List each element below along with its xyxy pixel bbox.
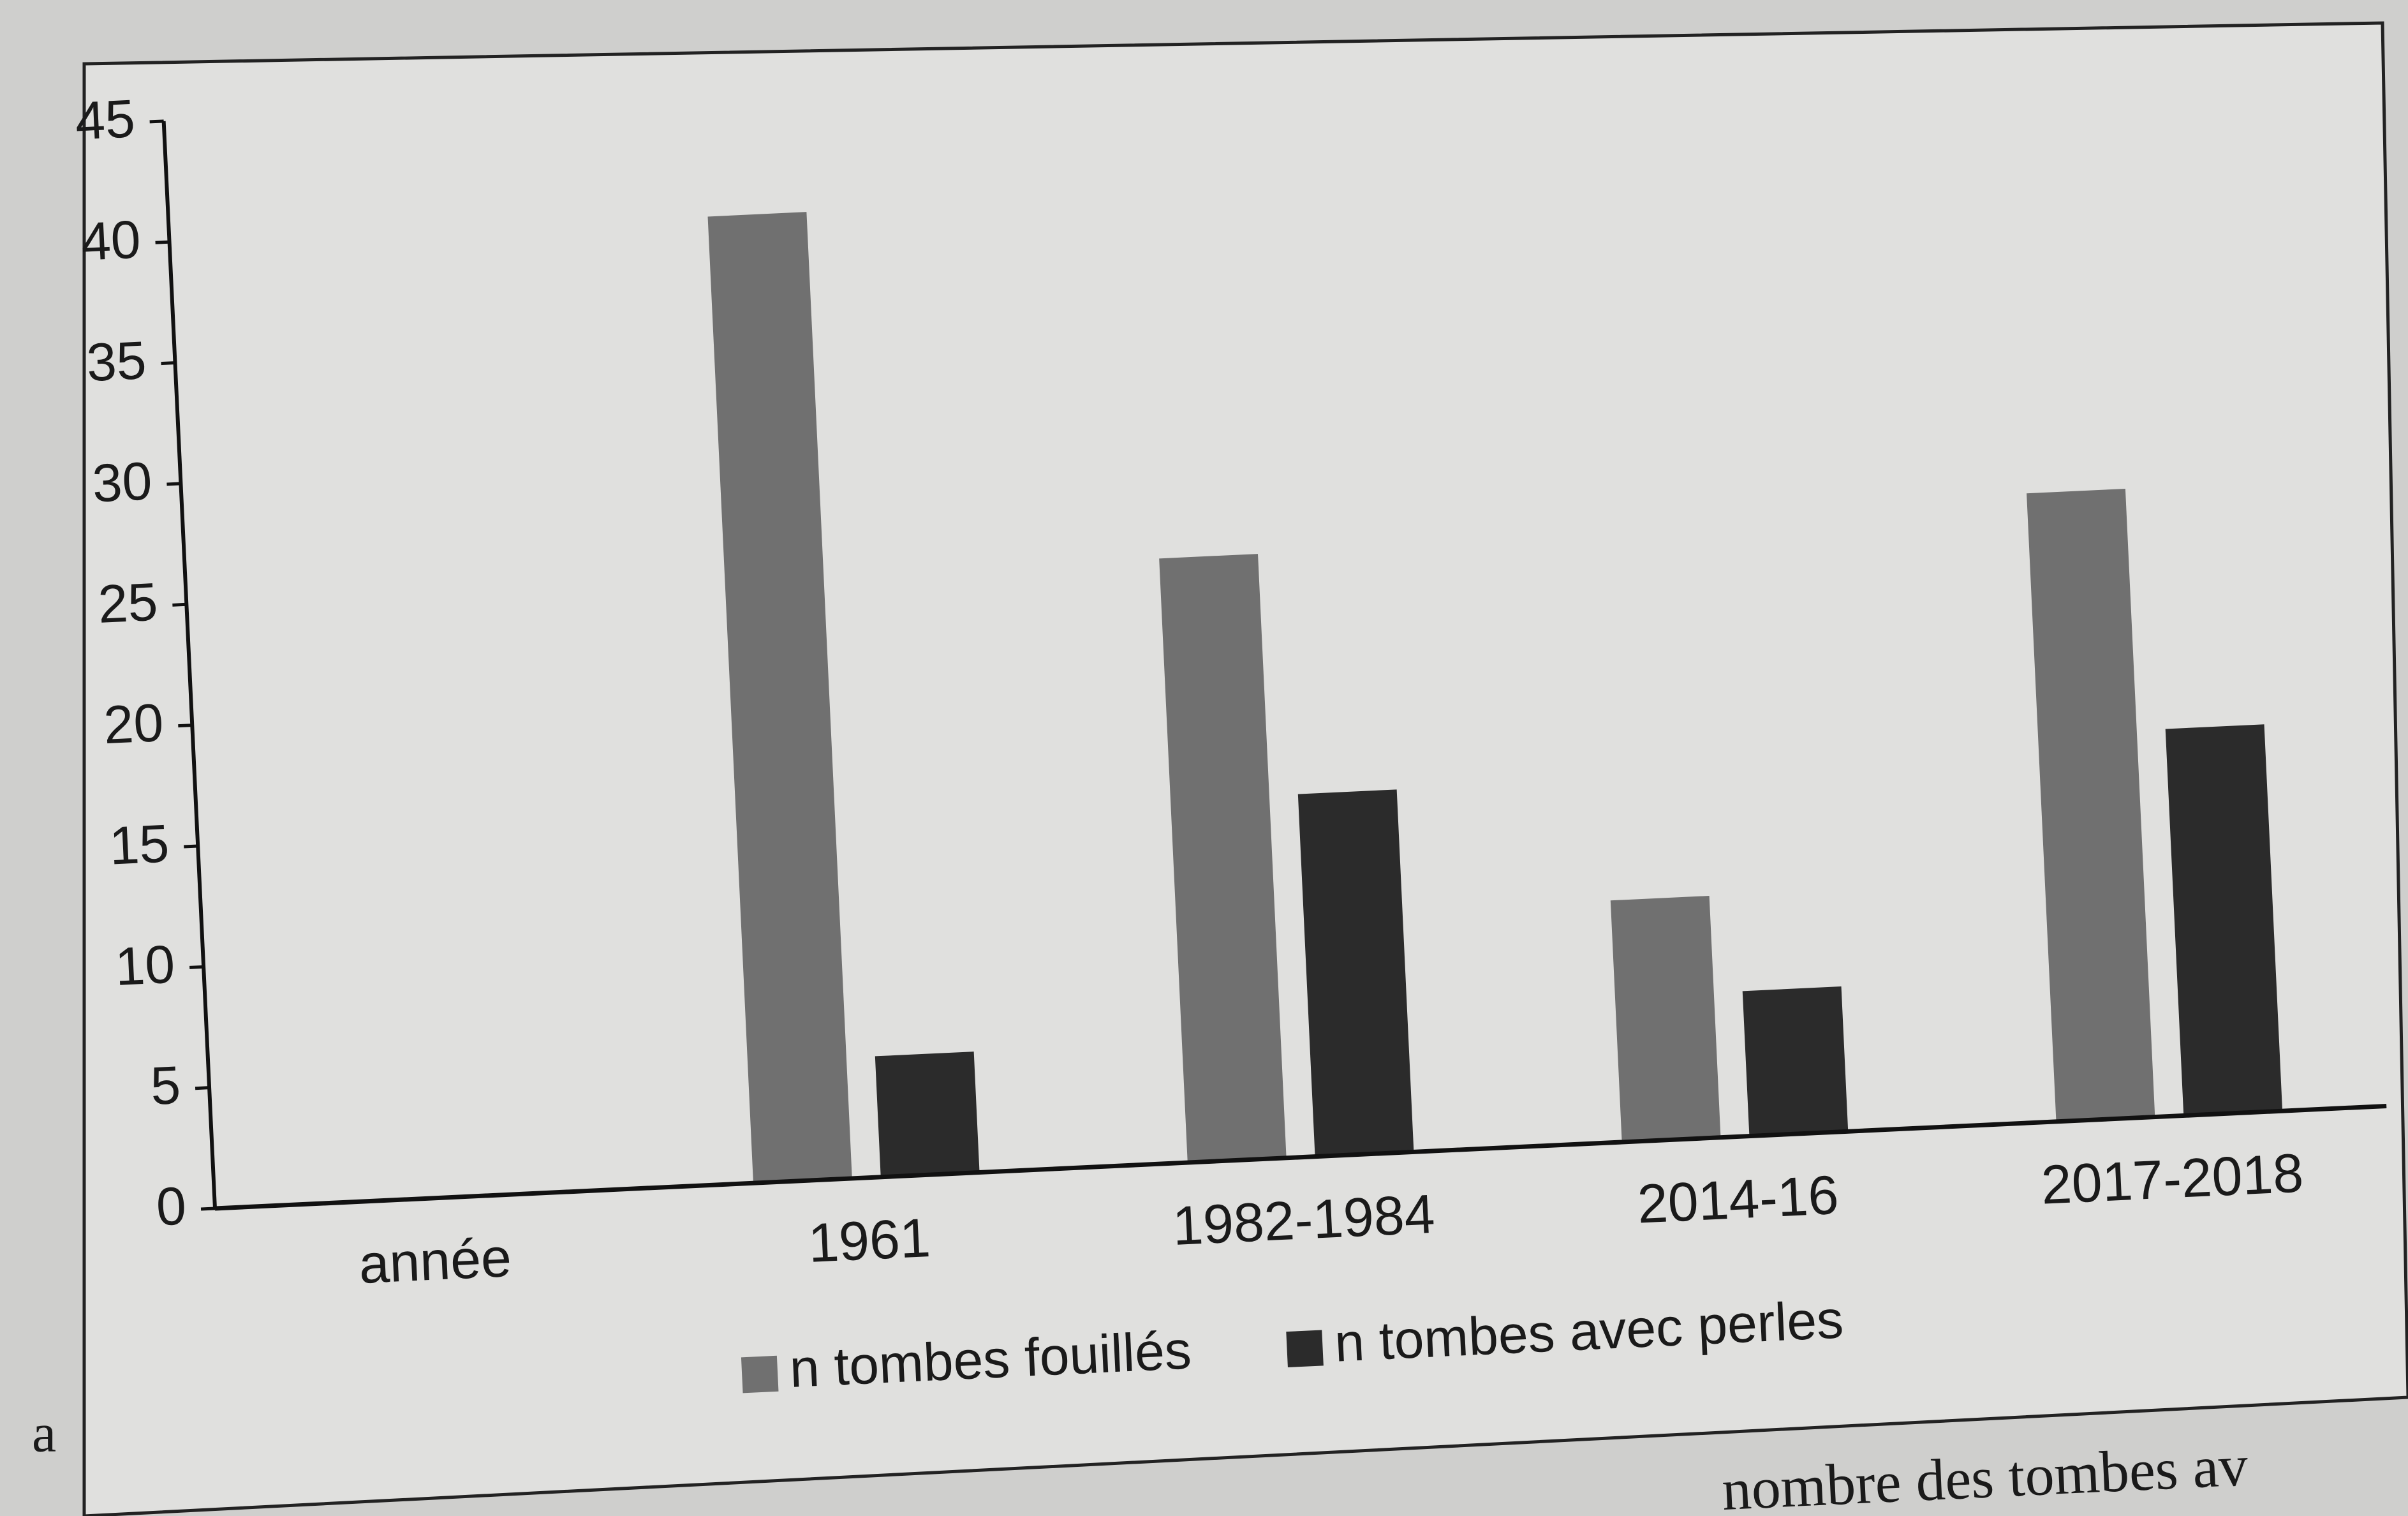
y-tick <box>149 119 164 124</box>
bar <box>2165 724 2283 1116</box>
x-tick-label: année <box>357 1227 512 1295</box>
y-tick-label: 20 <box>102 692 165 755</box>
y-tick-label: 15 <box>108 813 170 875</box>
y-tick <box>195 1086 210 1090</box>
y-tick <box>200 1207 216 1211</box>
y-tick-label: 0 <box>155 1175 188 1237</box>
x-axis <box>214 1103 2387 1211</box>
panel-label: a <box>32 1402 56 1464</box>
y-axis <box>161 121 217 1209</box>
y-tick-label: 25 <box>97 572 159 634</box>
plot: 0 5 10 15 20 25 30 35 40 45 année 1961 1982-1984 2014… <box>74 88 2387 1399</box>
x-tick-label: 2017-2018 <box>2040 1142 2305 1215</box>
y-tick <box>161 361 175 366</box>
bar <box>1297 789 1414 1157</box>
x-tick-label: 1982-1984 <box>1171 1184 1436 1257</box>
bar <box>1610 895 1721 1142</box>
x-tick-label: 2014-16 <box>1636 1164 1840 1235</box>
y-tick-label: 10 <box>114 934 176 997</box>
bar <box>1159 554 1287 1163</box>
y-tick-label: 45 <box>74 88 137 151</box>
bar <box>707 212 852 1184</box>
legend-swatch <box>741 1355 779 1393</box>
y-tick-label: 30 <box>91 450 154 513</box>
y-tick-label: 35 <box>85 330 148 392</box>
bar <box>1742 986 1849 1136</box>
x-tick-label: 1961 <box>807 1207 932 1274</box>
bar <box>2027 488 2155 1122</box>
y-tick-label: 40 <box>80 209 142 272</box>
y-tick <box>178 724 193 728</box>
y-tick-label: 5 <box>149 1055 182 1116</box>
y-tick <box>172 602 187 607</box>
bar <box>875 1052 980 1177</box>
y-tick <box>184 844 198 849</box>
legend-swatch <box>1286 1330 1324 1368</box>
